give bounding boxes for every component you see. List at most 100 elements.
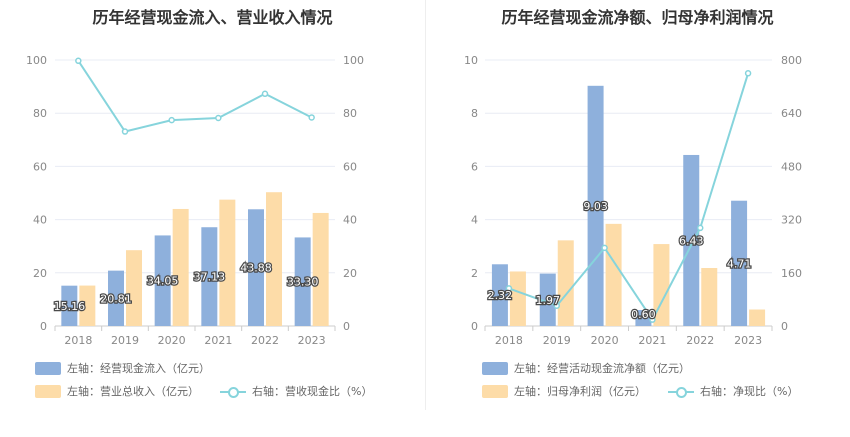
- y-tick-left: 6: [471, 160, 478, 173]
- legend-item-bar-primary[interactable]: 左轴：经营现金流入（亿元）: [35, 360, 210, 376]
- y-tick-left: 4: [471, 214, 478, 227]
- bar-secondary: [749, 309, 766, 326]
- panel-divider: [425, 0, 426, 410]
- legend-item-bar-primary[interactable]: 左轴：经营活动现金流净额（亿元）: [482, 360, 690, 376]
- x-tick-label: 2022: [686, 334, 714, 347]
- bar-primary: [683, 154, 700, 326]
- bar-primary: [731, 200, 748, 326]
- bar-primary: [201, 227, 218, 326]
- y-tick-left: 20: [33, 267, 47, 280]
- x-tick-label: 2020: [591, 334, 619, 347]
- legend-swatch: [482, 361, 508, 375]
- legend-item-line[interactable]: 右轴：净现比（%）: [668, 383, 798, 399]
- bar-primary: [635, 310, 652, 326]
- legend-label: 左轴：营业总收入（亿元）: [67, 385, 199, 398]
- legend-label: 左轴：经营现金流入（亿元）: [67, 362, 210, 375]
- y-tick-right: 0: [343, 320, 350, 333]
- line-point: [168, 116, 175, 124]
- y-tick-left: 40: [33, 214, 47, 227]
- x-tick-label: 2018: [495, 334, 523, 347]
- legend-label: 左轴：经营活动现金流净额（亿元）: [514, 362, 690, 375]
- legend-swatch: [482, 384, 508, 398]
- bar-primary: [539, 273, 556, 326]
- chart-title: 历年经营现金流净额、归母净利润情况: [501, 8, 774, 27]
- line-point: [75, 57, 82, 65]
- y-tick-left: 60: [33, 160, 47, 173]
- legend-label: 右轴：营收现金比（%）: [252, 385, 373, 398]
- bar-secondary: [653, 244, 670, 326]
- series-line: [508, 73, 750, 322]
- bar-secondary: [605, 223, 622, 326]
- legend-label: 右轴：净现比（%）: [700, 385, 799, 398]
- bar-primary: [61, 285, 78, 326]
- y-tick-left: 100: [26, 54, 47, 67]
- x-tick-label: 2023: [734, 334, 762, 347]
- x-tick-label: 2020: [158, 334, 186, 347]
- y-tick-left: 10: [464, 54, 478, 67]
- bar-data-label: 4.71: [727, 257, 752, 270]
- legend-item-bar-secondary[interactable]: 左轴：营业总收入（亿元）: [35, 383, 199, 399]
- bar-data-label: 2.32: [488, 289, 513, 302]
- bar-secondary: [219, 199, 236, 326]
- legend-swatch: [35, 361, 61, 375]
- bar-secondary: [79, 285, 96, 326]
- x-tick-label: 2021: [204, 334, 232, 347]
- x-tick-label: 2019: [111, 334, 139, 347]
- x-tick-label: 2018: [64, 334, 92, 347]
- y-tick-right: 20: [343, 267, 357, 280]
- bar-primary: [587, 85, 604, 326]
- bar-primary: [154, 235, 171, 326]
- bar-secondary: [126, 250, 142, 326]
- bar-secondary: [557, 240, 574, 326]
- chart-title: 历年经营现金流入、营业收入情况: [92, 8, 333, 27]
- line-point: [697, 224, 704, 232]
- chart-panel-net-cash: 历年经营现金流净额、归母净利润情况 0 2 4 6 8 10 0 160 320 480 640 80…: [425, 0, 850, 437]
- y-tick-right: 800: [781, 54, 802, 67]
- x-tick-label: 2021: [638, 334, 666, 347]
- line-point: [649, 316, 656, 323]
- bar-secondary: [266, 192, 282, 326]
- line-point: [215, 114, 222, 122]
- bar-data-label: 1.97: [536, 294, 561, 307]
- bar-data-label: 15.16: [54, 300, 86, 313]
- y-tick-right: 40: [343, 214, 357, 227]
- y-tick-left: 2: [471, 267, 478, 280]
- bar-primary: [248, 209, 264, 326]
- x-tick-label: 2023: [298, 334, 326, 347]
- chart-panel-cash-inflow: 历年经营现金流入、营业收入情况 0 20 40 60 80 100 0 20 40 60 80 100…: [26, 8, 372, 399]
- y-tick-right: 100: [343, 54, 364, 67]
- y-tick-left: 8: [471, 107, 478, 120]
- y-tick-right: 320: [781, 214, 802, 227]
- line-point: [121, 128, 129, 135]
- line-point: [308, 114, 315, 121]
- legend-line-swatch: [220, 385, 246, 398]
- line-point: [261, 90, 269, 98]
- bar-secondary: [701, 268, 718, 326]
- y-tick-right: 160: [781, 267, 802, 280]
- x-tick-label: 2019: [543, 334, 571, 347]
- legend-item-bar-secondary[interactable]: 左轴：归母净利润（亿元）: [482, 383, 646, 399]
- legend-item-line[interactable]: 右轴：营收现金比（%）: [220, 383, 372, 399]
- legend-swatch: [35, 384, 61, 398]
- legend-label: 左轴：归母净利润（亿元）: [514, 385, 646, 398]
- bar-data-label: 34.05: [147, 275, 179, 288]
- bar-data-label: 20.81: [100, 292, 132, 305]
- y-tick-left: 0: [40, 320, 47, 333]
- series-line: [77, 60, 313, 133]
- bar-data-label: 6.43: [679, 234, 704, 247]
- legend-line-swatch: [668, 385, 694, 398]
- bar-data-label: 33.30: [287, 276, 319, 289]
- bar-data-label: 43.88: [240, 262, 272, 275]
- bar-data-label: 0.60: [631, 308, 656, 321]
- y-tick-left: 80: [33, 107, 47, 120]
- y-tick-right: 80: [343, 107, 357, 120]
- y-tick-right: 0: [781, 320, 788, 333]
- y-tick-right: 480: [781, 160, 802, 173]
- bar-primary: [294, 237, 311, 326]
- x-tick-label: 2022: [251, 334, 279, 347]
- bar-data-label: 9.03: [583, 200, 608, 213]
- bar-primary: [108, 270, 124, 326]
- y-tick-right: 60: [343, 160, 357, 173]
- bar-secondary: [312, 212, 329, 326]
- line-point: [505, 285, 513, 292]
